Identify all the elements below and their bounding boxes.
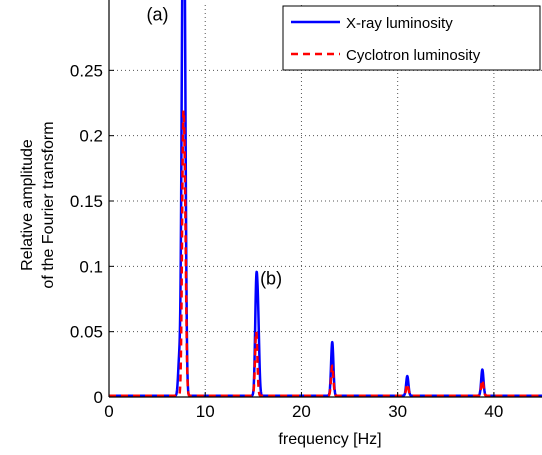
x-tick-label: 10 (196, 402, 215, 421)
y-axis-label-line2: of the Fourier transform (40, 121, 57, 288)
legend-label-cyclotron: Cyclotron luminosity (346, 47, 481, 64)
y-tick-label: 0.1 (79, 257, 103, 276)
annotation-a: (a) (147, 5, 169, 25)
axes (108, 0, 542, 398)
y-tick-label: 0.2 (79, 127, 103, 146)
legend: X-ray luminosity Cyclotron luminosity (282, 5, 541, 71)
y-tick-label: 0.05 (70, 323, 103, 342)
x-tick-label: 40 (484, 402, 503, 421)
x-tick-label: 30 (388, 402, 407, 421)
y-tick-label: 0.15 (70, 192, 103, 211)
annotations: (a) (b) (147, 5, 283, 289)
y-tick-label: 0 (94, 388, 103, 407)
legend-label-xray: X-ray luminosity (346, 15, 453, 32)
legend-box (282, 5, 541, 71)
x-tick-label: 20 (292, 402, 311, 421)
annotation-b: (b) (260, 269, 282, 289)
y-tick-label: 0.25 (70, 61, 103, 80)
x-axis-label: frequency [Hz] (278, 431, 381, 448)
x-tick-label: 0 (104, 402, 113, 421)
tick-labels: 0 10 20 30 40 0 0.05 0.1 0.15 0.2 0.25 (70, 61, 503, 421)
series-layer (107, 0, 542, 397)
y-axis-label-line1: Relative amplitude (19, 139, 36, 271)
